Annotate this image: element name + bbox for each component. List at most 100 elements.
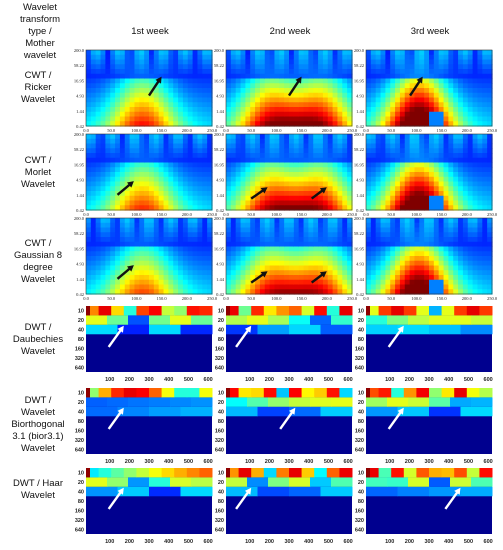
row-label-cwt-gaussian: CWT / Gaussian 8 degree Wavelet <box>0 238 76 286</box>
x-tick-label: 100 <box>385 459 394 465</box>
y-tick-label: 640 <box>75 447 84 453</box>
row-label-line: CWT / <box>24 238 52 249</box>
x-tick-label: 0.0 <box>223 128 229 133</box>
x-tick-label: 0.0 <box>363 212 369 217</box>
annotation-arrow-head <box>244 487 252 495</box>
x-tick-label: 200 <box>405 377 414 383</box>
row-label-line: 3.1 (bior3.1) <box>12 431 64 442</box>
y-tick-label: 16.95 <box>74 162 85 167</box>
x-tick-label: 250.0 <box>207 128 218 133</box>
y-tick-label: 20 <box>78 480 84 486</box>
y-tick-label: 200.0 <box>74 48 85 53</box>
y-tick-label: 0.42 <box>356 124 364 129</box>
cwt-scalogram-row1-week2: 200.0 58.22 16.95 4.93 1.44 0.42 0.0 50.0 100.0 1… <box>204 48 358 138</box>
x-tick-label: 250.0 <box>347 296 358 301</box>
x-tick-label: 200.0 <box>322 296 333 301</box>
y-tick-label: 16.95 <box>354 78 365 83</box>
x-tick-label: 100 <box>385 377 394 383</box>
row-label-line: Wavelet <box>21 443 55 454</box>
x-tick-label: 100.0 <box>411 212 422 217</box>
annotation-arrow-head <box>155 76 162 84</box>
y-tick-label: 200.0 <box>214 48 225 53</box>
row-label-line: CWT / <box>24 155 52 166</box>
y-tick-label: 0.42 <box>76 208 84 213</box>
y-tick-label: 1.44 <box>216 193 225 198</box>
cwt-scalogram-row2-week1: 200.0 58.22 16.95 4.93 1.44 0.42 0.0 50.0 100.0 1… <box>64 132 218 222</box>
y-tick-label: 4.93 <box>216 178 225 183</box>
plot-frame <box>365 133 493 211</box>
x-tick-label: 600 <box>484 539 493 545</box>
x-tick-label: 250.0 <box>347 212 358 217</box>
x-tick-label: 250.0 <box>207 296 218 301</box>
y-tick-label: 320 <box>75 518 84 524</box>
x-tick-label: 0.0 <box>223 212 229 217</box>
corner-label-line-5: wavelet <box>23 50 57 61</box>
x-tick-label: 0.0 <box>83 296 89 301</box>
x-tick-label: 100 <box>105 459 114 465</box>
x-tick-label: 300 <box>284 377 293 383</box>
corner-label-line-4: Mother <box>25 38 55 49</box>
scalogram-image <box>366 468 493 534</box>
y-tick-label: 0.42 <box>216 292 224 297</box>
annotation-arrow-head <box>288 407 296 415</box>
y-tick-label: 160 <box>355 346 364 352</box>
x-tick-label: 250.0 <box>207 212 218 217</box>
y-tick-label: 640 <box>355 447 364 453</box>
annotation-arrow-head <box>117 487 124 495</box>
y-tick-label: 10 <box>218 391 224 397</box>
x-tick-label: 200.0 <box>322 128 333 133</box>
y-tick-label: 160 <box>215 508 224 514</box>
x-tick-label: 100.0 <box>271 128 282 133</box>
annotation-arrow-head <box>117 325 124 333</box>
x-tick-label: 150.0 <box>437 296 448 301</box>
x-tick-label: 100 <box>105 377 114 383</box>
row-label-line: Ricker <box>24 82 52 93</box>
week-2-header: 2nd week <box>269 26 311 37</box>
y-tick-label: 200.0 <box>214 216 225 221</box>
corner-label-line-3: type / <box>28 26 52 37</box>
x-tick-label: 200 <box>125 459 134 465</box>
y-tick-label: 40 <box>358 410 364 416</box>
x-tick-label: 300 <box>424 459 433 465</box>
x-tick-label: 200.0 <box>182 212 193 217</box>
x-tick-label: 50.0 <box>247 296 256 301</box>
x-tick-label: 150.0 <box>297 296 308 301</box>
x-tick-label: 200 <box>265 377 274 383</box>
x-tick-label: 200.0 <box>462 212 473 217</box>
x-tick-label: 200.0 <box>462 296 473 301</box>
x-tick-label: 400 <box>304 459 313 465</box>
annotation-arrow <box>116 182 132 196</box>
dwt-scalogram-row2-week3: 10 20 40 80 160 320 640 100 200 300 400 500 600 <box>350 388 498 468</box>
week-1-header: 1st week <box>131 26 169 37</box>
x-tick-label: 600 <box>204 377 213 383</box>
annotation-arrow-head <box>260 271 268 278</box>
x-tick-label: 100.0 <box>131 296 142 301</box>
x-tick-label: 250.0 <box>487 296 498 301</box>
x-tick-label: 600 <box>484 459 493 465</box>
x-tick-label: 600 <box>204 459 213 465</box>
y-tick-label: 10 <box>78 309 84 315</box>
y-tick-label: 40 <box>78 328 84 334</box>
x-tick-label: 300 <box>144 539 153 545</box>
annotation-arrow <box>310 272 325 284</box>
x-tick-label: 200 <box>125 539 134 545</box>
dwt-scalogram-row2-week1: 10 20 40 80 160 320 640 100 200 300 400 500 600 <box>70 388 218 468</box>
x-tick-label: 150.0 <box>157 128 168 133</box>
dwt-scalogram-row3-week1: 10 20 40 80 160 320 640 100 200 300 400 500 600 <box>70 468 218 548</box>
y-tick-label: 1.44 <box>216 109 225 114</box>
y-tick-label: 20 <box>218 318 224 324</box>
x-tick-label: 500 <box>464 539 473 545</box>
x-tick-label: 200.0 <box>182 296 193 301</box>
annotation-arrow <box>444 490 460 510</box>
row-label-line: Wavelet <box>21 94 55 105</box>
y-tick-label: 200.0 <box>354 132 365 137</box>
x-tick-label: 50.0 <box>387 212 396 217</box>
annotation-arrow <box>310 188 325 200</box>
x-tick-label: 50.0 <box>107 128 116 133</box>
x-tick-label: 150.0 <box>297 128 308 133</box>
scalogram-image <box>366 50 493 127</box>
plot-frame <box>365 217 493 295</box>
annotation-arrow-head <box>127 181 134 188</box>
corner-label-line-1: Wavelet <box>23 2 57 13</box>
plot-frame <box>85 49 213 127</box>
